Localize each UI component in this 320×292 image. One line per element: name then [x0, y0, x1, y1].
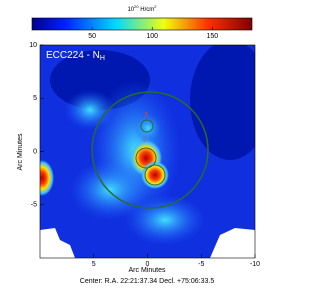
figure: 3 2 ECC224 - NH 1020 H/cm2 Arc Minutes A…: [17, 4, 260, 285]
x-tick-label: 5: [92, 261, 96, 268]
marker-label: 2: [143, 138, 147, 144]
cb-unit-exp: 2: [154, 4, 157, 9]
y-tick-label: 10: [29, 42, 37, 49]
map-image: [40, 45, 255, 258]
cb-base: 10: [127, 7, 134, 13]
x-tick-label: -10: [250, 261, 260, 268]
y-tick-label: 0: [33, 148, 37, 155]
y-label: Arc Minutes: [17, 133, 24, 170]
marker-label: 3: [144, 112, 148, 119]
x-label: Arc Minutes: [129, 267, 166, 274]
colorbar-tick-label: 50: [88, 33, 96, 40]
title-sub: H: [100, 55, 105, 62]
x-tick-label: -5: [198, 261, 204, 268]
y-tick-label: 5: [33, 95, 37, 102]
colorbar-tick-label: 100: [146, 33, 158, 40]
y-tick-label: -5: [31, 202, 37, 209]
colorbar: [31, 17, 253, 31]
cb-exp: 20: [134, 4, 139, 9]
panel-title: ECC224 - NH: [46, 50, 105, 62]
colorbar-label: 1020 H/cm2: [127, 4, 157, 13]
colorbar-tick-label: 150: [206, 33, 218, 40]
title-text: ECC224 - N: [46, 50, 100, 61]
x-tick-label: 0: [146, 261, 150, 268]
cb-unit: H/cm: [139, 7, 155, 13]
footer: Center: R.A. 22:21:37.34 Decl. +75:06:33…: [80, 278, 215, 285]
